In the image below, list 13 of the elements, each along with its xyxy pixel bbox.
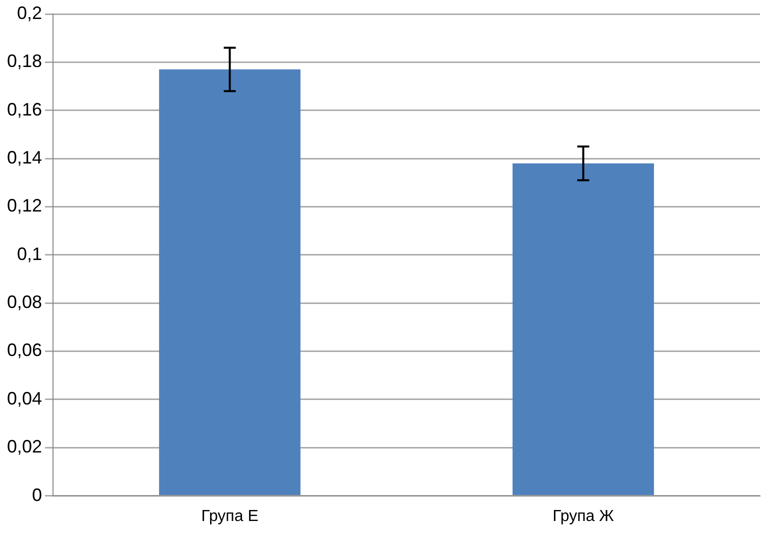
y-tick-label: 0,14	[6, 148, 42, 168]
y-tick-label: 0	[32, 484, 42, 505]
y-tick-label: 0,2	[17, 2, 42, 23]
y-tick-label: 0,16	[6, 99, 42, 120]
y-tick-label: 0,1	[17, 244, 42, 264]
y-tick-label: 0,06	[6, 340, 42, 360]
y-tick-label: 0,02	[6, 436, 42, 457]
y-tick-label: 0,08	[6, 292, 42, 312]
y-tick-label: 0,12	[6, 196, 42, 216]
y-tick-label: 0,18	[6, 51, 42, 72]
x-tick-label: Група Е	[201, 508, 258, 525]
y-tick-label: 0,04	[6, 388, 42, 408]
x-tick-label: Група Ж	[552, 508, 614, 525]
